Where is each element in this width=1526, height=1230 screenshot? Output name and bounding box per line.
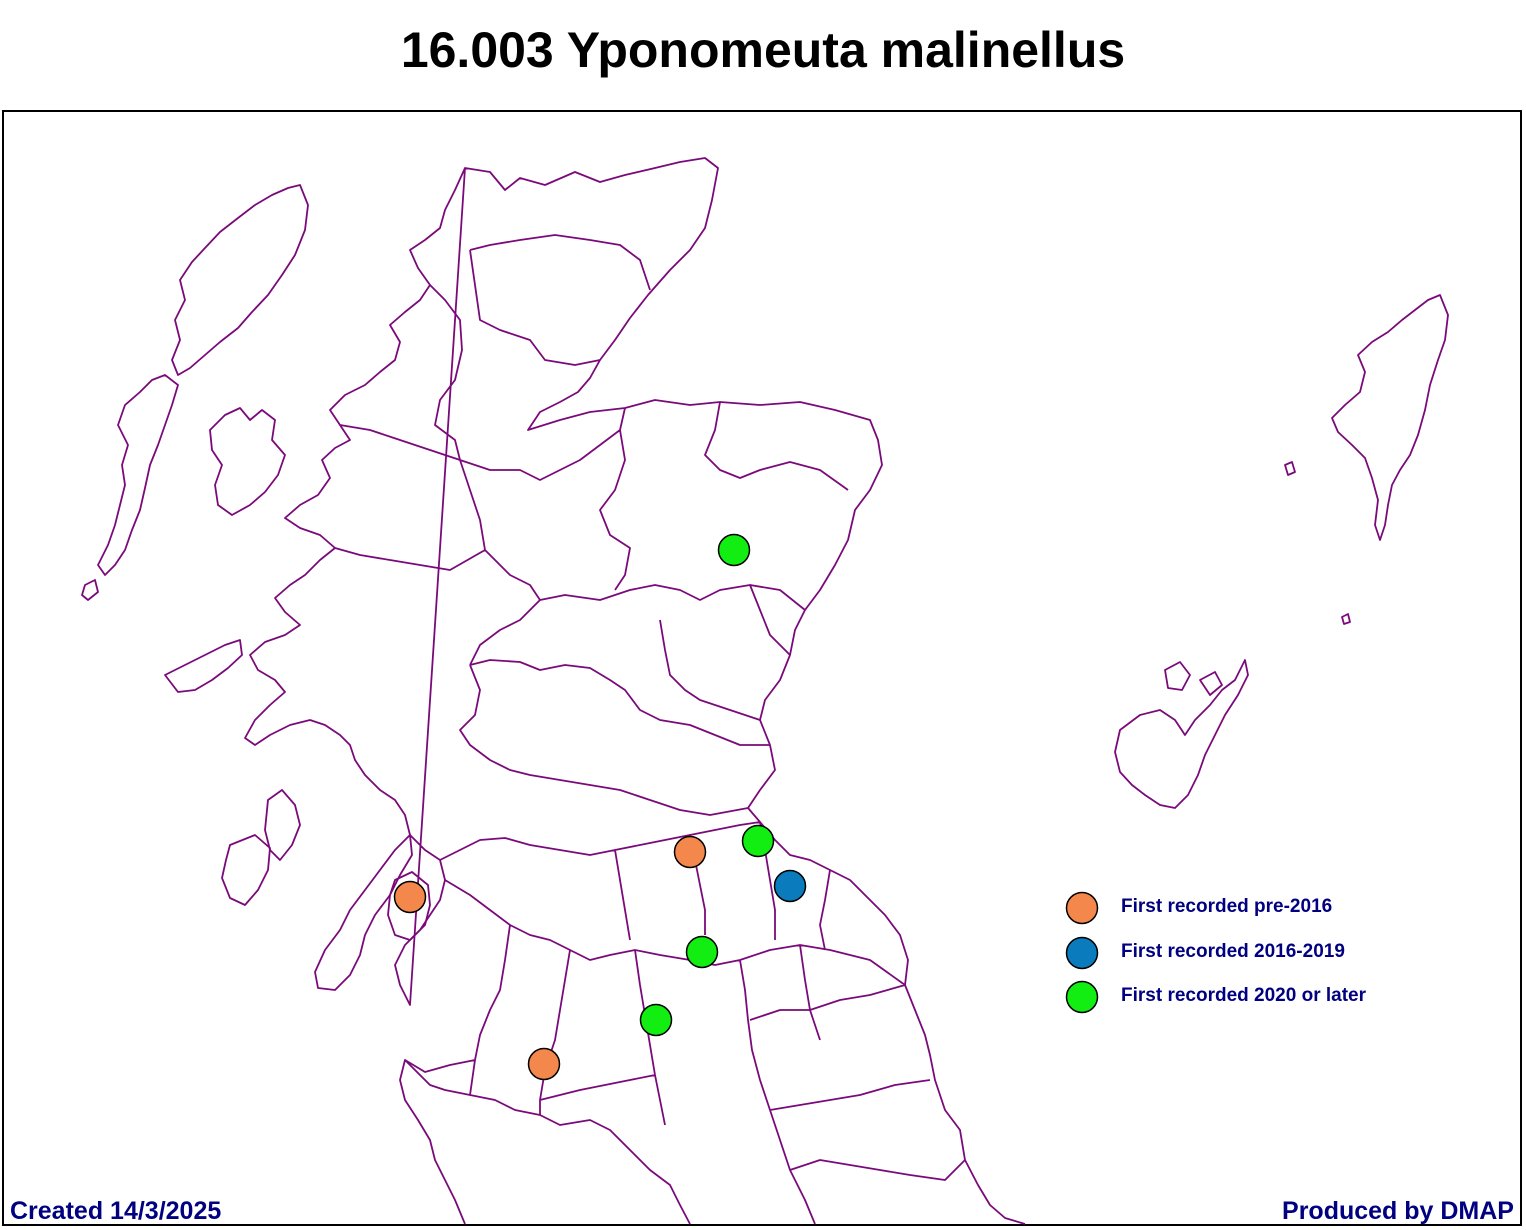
orkney-coastline [1114,659,1249,809]
legend-label-2016-2019: First recorded 2016-2019 [1121,941,1345,962]
legend-item-2020-later: First recorded 2020 or later [1065,980,1367,1014]
skye-coastline [209,407,286,516]
map-title: 16.003 Yponomeuta malinellus [400,22,1126,78]
record-dot [685,935,719,969]
produced-by: Produced by DMAP [1282,1197,1514,1225]
legend-swatch-2020-later [1065,980,1099,1014]
uist-coastline [97,374,179,576]
islay-coastline [221,834,271,906]
record-dot [773,869,807,903]
legend-item-pre-2016: First recorded pre-2016 [1065,891,1332,925]
created-date: Created 14/3/2025 [10,1197,222,1225]
legend-swatch-pre-2016 [1065,891,1099,925]
map-legend: First recorded pre-2016 First recorded 2… [1065,891,1367,1014]
mull-coastline [164,639,243,693]
vice-county-boundaries [81,157,1449,1225]
shetland-coastline [1331,294,1449,541]
record-dot [673,835,707,869]
lewis-harris-coastline [171,184,309,376]
record-dot [527,1047,561,1081]
barra-coastline [81,579,99,601]
legend-label-2020-later: First recorded 2020 or later [1121,985,1367,1006]
record-dot [741,824,775,858]
legend-item-2016-2019: First recorded 2016-2019 [1065,936,1345,970]
vc-boundary-lines [334,234,966,1225]
map-frame [2,110,1522,1226]
legend-swatch-2016-2019 [1065,936,1099,970]
record-dot [717,533,751,567]
foula [1284,461,1296,476]
orkney-north-isles [1164,661,1223,696]
mainland-coastline [244,157,1026,1225]
kintyre-coastline [314,834,413,991]
fair-isle [1341,613,1351,625]
legend-label-pre-2016: First recorded pre-2016 [1121,896,1332,917]
arran-coastline [387,871,431,941]
jura-coastline [264,789,301,861]
record-dot [639,1003,673,1037]
record-dots [393,533,807,1081]
record-dot [393,880,427,914]
